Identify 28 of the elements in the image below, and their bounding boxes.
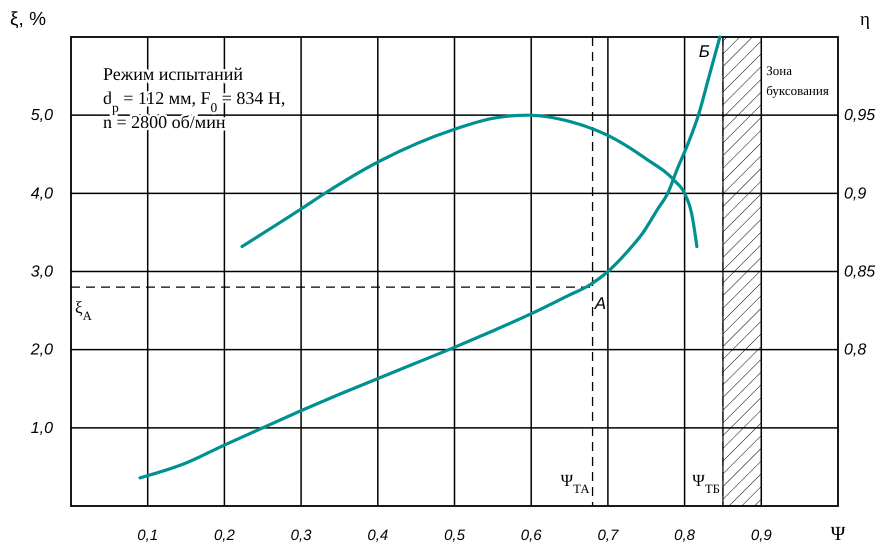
- y-tick-label: 4,0: [30, 185, 54, 202]
- y2-tick-label: 0,95: [844, 107, 876, 124]
- band-label: Зона буксования: [766, 63, 829, 98]
- x-tick-label: 0,6: [520, 527, 542, 544]
- x-tick-label: 0,8: [674, 527, 696, 544]
- y2-tick-label: 0,9: [844, 185, 866, 202]
- y2-tick-label: 0,8: [844, 342, 866, 359]
- y-tick-label: 3,0: [30, 264, 54, 280]
- line-series: [240, 114, 698, 248]
- ref-line-label: Ψ$_{ТА}$: [560, 471, 590, 496]
- y-tick-label: 1,0: [30, 420, 54, 437]
- x-tick-label: 0,7: [597, 527, 619, 544]
- ref-line-label: ξ$_{А}$: [75, 298, 93, 324]
- annotation: А: [594, 294, 606, 314]
- y2-tick-label: 0,85: [844, 264, 876, 280]
- y-tick-label: 2,0: [30, 342, 54, 359]
- y-axis-title: ξ, %: [10, 9, 46, 30]
- x-tick-label: 0,3: [290, 527, 312, 544]
- y2-axis-title: η: [860, 9, 870, 30]
- x-tick-label: 0,2: [214, 527, 236, 544]
- x-tick-label: 0,5: [444, 527, 466, 544]
- x-axis-title: Ψ: [830, 523, 846, 545]
- x-tick-label: 0,4: [367, 527, 388, 544]
- ref-line-label: Ψ$_{ТБ}$: [692, 471, 720, 496]
- y-tick-label: 5,0: [30, 107, 54, 124]
- x-tick-label: 0,9: [750, 527, 772, 544]
- x-tick-label: 0,1: [137, 527, 158, 544]
- annotation: Б: [698, 42, 710, 61]
